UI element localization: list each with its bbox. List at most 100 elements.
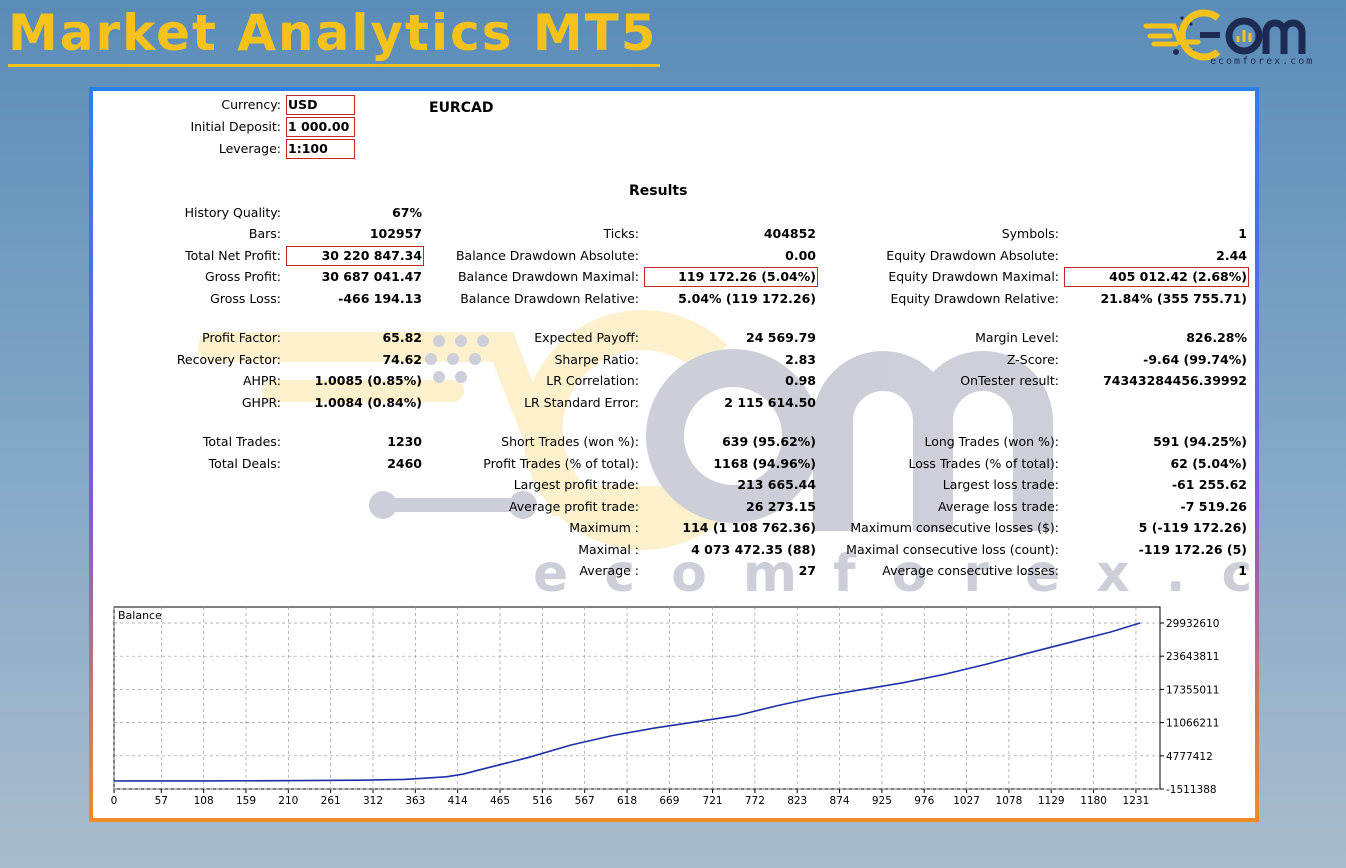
col2-row-4-value: 24 569.79 (746, 330, 816, 345)
col3-row-10-value: -7 519.26 (1180, 499, 1247, 514)
chart-frame (113, 606, 1161, 790)
col2-row-14-value: 27 (798, 563, 816, 578)
col1-row-2-label: Total Net Profit: (185, 248, 281, 263)
x-tick-label-23: 1180 (1080, 795, 1107, 807)
x-tick-label-10: 516 (532, 795, 552, 807)
leverage-label: Leverage: (218, 141, 281, 156)
col3-row-5-value: -9.64 (99.74%) (1143, 352, 1247, 367)
currency-value: USD (286, 95, 355, 115)
col3-row-11-value: 5 (-119 172.26) (1138, 520, 1247, 535)
col2-row-12-label: Maximum : (569, 520, 639, 535)
col2-row-14-label: Average : (579, 563, 639, 578)
x-tick-label-4: 210 (278, 795, 298, 807)
report-panel: ecomforex.com Currency: USD Initial Depo… (89, 87, 1259, 822)
col2-row-13-value: 4 073 472.35 (88) (691, 542, 816, 557)
col2-row-13-label: Maximal : (578, 542, 639, 557)
col1-row-7-value: 1.0085 (0.85%) (314, 373, 422, 388)
x-tick-label-12: 618 (617, 795, 637, 807)
x-tick-label-15: 772 (745, 795, 765, 807)
col1-row-3-label: Gross Profit: (204, 269, 281, 284)
x-tick-label-24: 1231 (1123, 795, 1150, 807)
col2-row-1-label: Balance Drawdown Absolute: (455, 248, 639, 263)
y-tick-label-2: 17355011 (1166, 684, 1219, 696)
col3-row-2-value: 405 012.42 (2.68%) (1064, 267, 1249, 287)
col2-row-12-value: 114 (1 108 762.36) (682, 520, 816, 535)
x-tick-label-3: 159 (236, 795, 256, 807)
x-tick-label-22: 1129 (1038, 795, 1065, 807)
col3-row-1-label: Equity Drawdown Absolute: (886, 248, 1059, 263)
balance-chart: Balance 0 57 108 159 210 261 312 363 414 465 516 567… (111, 606, 1219, 807)
col1-row-0-label: History Quality: (184, 205, 281, 220)
col2-row-0-label: Ticks: (603, 226, 639, 241)
x-tick-label-21: 1078 (996, 795, 1023, 807)
x-tick-label-6: 312 (363, 795, 383, 807)
col1-row-5-value: 65.82 (382, 330, 422, 345)
x-tick-label-20: 1027 (953, 795, 980, 807)
balance-line (113, 622, 1141, 782)
col1-row-7-label: AHPR: (242, 373, 281, 388)
col1-row-3-value: 30 687 041.47 (321, 269, 422, 284)
symbol-name: EURCAD (429, 100, 494, 116)
col3-row-12-value: -119 172.26 (5) (1138, 542, 1247, 557)
col2-row-3-label: Balance Drawdown Relative: (460, 291, 639, 306)
col2-row-10-label: Largest profit trade: (513, 477, 639, 492)
initial-deposit-value: 1 000.00 (286, 117, 355, 137)
col3-row-8-label: Loss Trades (% of total): (908, 456, 1059, 471)
x-tick-label-18: 925 (872, 795, 892, 807)
chart-title: Balance (118, 609, 162, 622)
col1-row-9-label: Total Trades: (202, 434, 281, 449)
col2-row-3-value: 5.04% (119 172.26) (678, 291, 816, 306)
col2-row-2-label: Balance Drawdown Maximal: (457, 269, 639, 284)
col3-row-1-value: 2.44 (1216, 248, 1247, 263)
initial-deposit-label: Initial Deposit: (190, 119, 281, 134)
col2-row-0-value: 404852 (763, 226, 816, 241)
col2-row-9-value: 1168 (94.96%) (713, 456, 816, 471)
x-tick-label-5: 261 (321, 795, 341, 807)
col2-row-6-label: LR Correlation: (546, 373, 639, 388)
logo-url-text: ecomforex.com (1210, 56, 1315, 67)
x-tick-label-7: 363 (405, 795, 425, 807)
col1-row-4-value: -466 194.13 (338, 291, 422, 306)
col3-row-0-label: Symbols: (1001, 226, 1059, 241)
x-tick-label-19: 976 (914, 795, 934, 807)
col3-row-3-value: 21.84% (355 755.71) (1100, 291, 1247, 306)
col3-row-5-label: Z-Score: (1006, 352, 1059, 367)
x-tick-label-13: 669 (659, 795, 679, 807)
col3-row-3-label: Equity Drawdown Relative: (890, 291, 1059, 306)
col1-row-9-value: 1230 (387, 434, 422, 449)
col2-row-11-label: Average profit trade: (508, 499, 639, 514)
col3-row-4-label: Margin Level: (975, 330, 1059, 345)
col1-row-10-value: 2460 (387, 456, 422, 471)
y-tick-label-4: 4777412 (1166, 751, 1213, 763)
col1-row-4-label: Gross Loss: (210, 291, 281, 306)
col3-row-4-value: 826.28% (1186, 330, 1247, 345)
col3-row-13-value: 1 (1238, 563, 1247, 578)
col1-row-2-value: 30 220 847.34 (286, 246, 424, 266)
y-tick-label-1: 23643811 (1166, 651, 1219, 663)
col1-row-8-value: 1.0084 (0.84%) (314, 395, 422, 410)
col2-row-8-label: Short Trades (won %): (501, 434, 639, 449)
col3-row-6-value: 74343284456.39992 (1103, 373, 1247, 388)
col2-row-1-value: 0.00 (785, 248, 816, 263)
col3-row-6-label: OnTester result: (960, 373, 1059, 388)
col3-row-9-value: -61 255.62 (1171, 477, 1247, 492)
col3-row-7-label: Long Trades (won %): (924, 434, 1059, 449)
col2-row-11-value: 26 273.15 (746, 499, 816, 514)
col2-row-4-label: Expected Payoff: (534, 330, 639, 345)
x-tick-label-0: 0 (111, 795, 118, 807)
banner-title: Market Analytics MT5 (8, 2, 660, 67)
col2-row-5-label: Sharpe Ratio: (554, 352, 639, 367)
col2-row-5-value: 2.83 (785, 352, 816, 367)
x-tick-label-14: 721 (703, 795, 723, 807)
col2-row-10-value: 213 665.44 (737, 477, 816, 492)
col2-row-2-value: 119 172.26 (5.04%) (644, 267, 818, 287)
strategy-report: Currency: USD Initial Deposit: 1 000.00 … (93, 91, 1255, 818)
col1-row-5-label: Profit Factor: (202, 330, 281, 345)
col2-row-6-value: 0.98 (785, 373, 816, 388)
col3-row-13-label: Average consecutive losses: (882, 563, 1059, 578)
x-tick-label-16: 823 (787, 795, 807, 807)
col3-row-2-label: Equity Drawdown Maximal: (888, 269, 1059, 284)
x-tick-label-1: 57 (155, 795, 168, 807)
col1-row-8-label: GHPR: (241, 395, 281, 410)
col1-row-6-value: 74.62 (382, 352, 422, 367)
